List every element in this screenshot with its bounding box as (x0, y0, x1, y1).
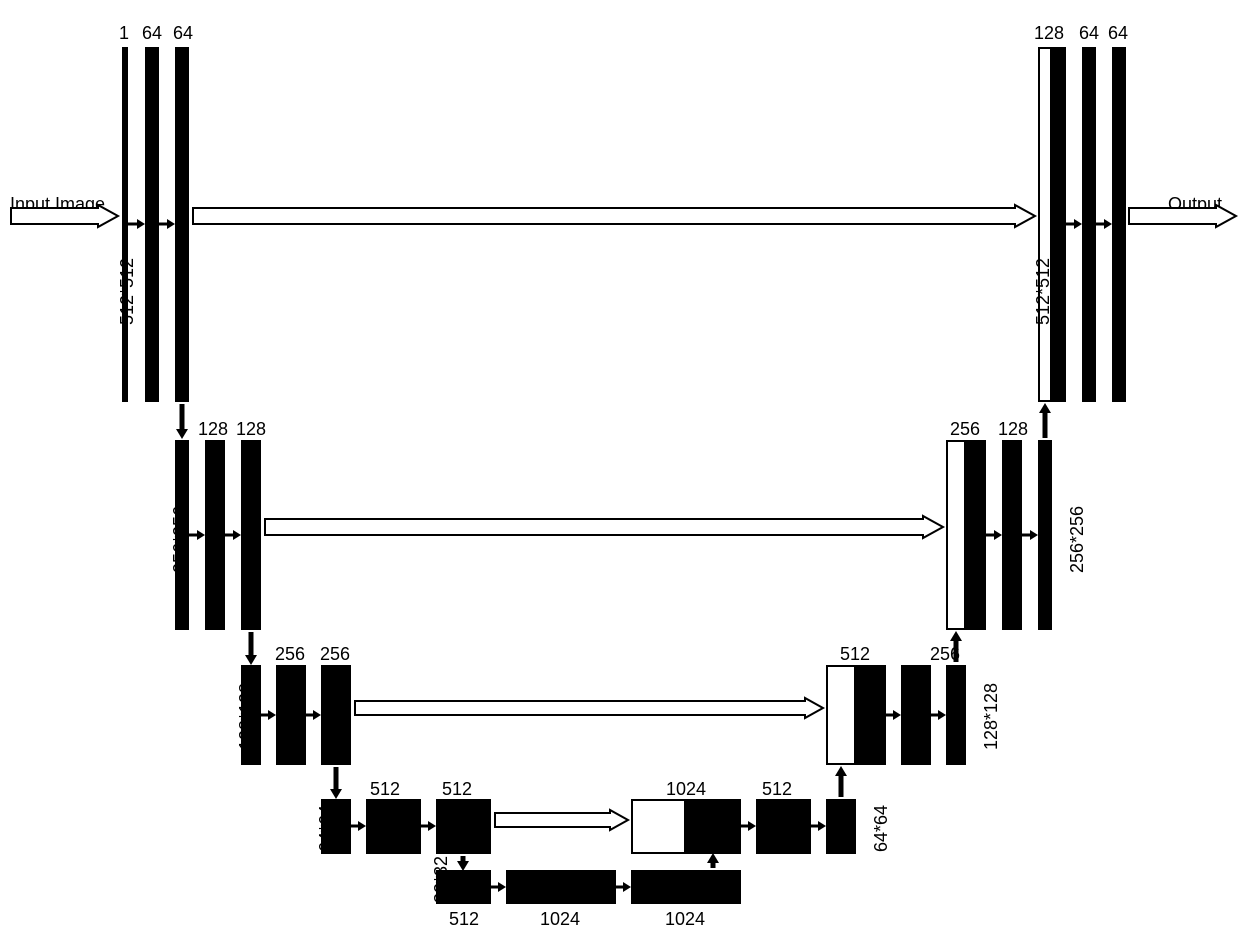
block-d2b0a (826, 665, 856, 765)
label-d3sp: 64*64 (872, 805, 890, 852)
label-d0c1: 64 (1079, 24, 1099, 42)
label-d0sp: 512*512 (1034, 258, 1052, 325)
block-d0b0a (1038, 47, 1052, 402)
label-e0sp: 512*512 (118, 258, 136, 325)
unet-diagram: Input ImageOutput16464512*5121286464512*… (0, 0, 1240, 933)
upsample-arrow-icon (1038, 403, 1052, 441)
label-b2c: 1024 (665, 910, 705, 928)
label-d3c1: 512 (762, 780, 792, 798)
label-e0c1: 64 (142, 24, 162, 42)
skip-arrow-icon (264, 517, 945, 553)
block-e3b1 (366, 799, 421, 854)
label-d0c2: 64 (1108, 24, 1128, 42)
upsample-arrow-icon (834, 766, 848, 800)
label-e1sp: 256*256 (171, 506, 189, 573)
block-e2b2 (321, 665, 351, 765)
block-b1 (506, 870, 616, 904)
block-d3b0b (686, 799, 741, 854)
upsample-arrow-icon (949, 631, 963, 665)
downsample-arrow-icon (175, 404, 189, 442)
label-e3sp: 64*64 (317, 805, 335, 852)
downsample-arrow-icon (244, 632, 258, 668)
conv-arrow-icon (128, 218, 149, 230)
label-e1c2: 128 (236, 420, 266, 438)
block-d3b0a (631, 799, 686, 854)
skip-arrow-icon (494, 811, 630, 843)
label-e2c1: 256 (275, 645, 305, 663)
label-d3c0: 1024 (666, 780, 706, 798)
conv-arrow-icon (1096, 218, 1116, 230)
label-e0c2: 64 (173, 24, 193, 42)
block-d3b1 (756, 799, 811, 854)
label-d0c0: 128 (1034, 24, 1064, 42)
conv-arrow-icon (491, 881, 510, 893)
label-e2c2: 256 (320, 645, 350, 663)
label-d1sp: 256*256 (1068, 506, 1086, 573)
conv-arrow-icon (261, 709, 280, 721)
conv-arrow-icon (986, 529, 1006, 541)
block-d2b0b (856, 665, 886, 765)
conv-arrow-icon (189, 529, 209, 541)
label-bsp: 32*32 (432, 856, 450, 903)
skip-arrow-icon (354, 699, 825, 731)
conv-arrow-icon (225, 529, 245, 541)
label-e3c2: 512 (442, 780, 472, 798)
block-b2 (631, 870, 741, 904)
conv-arrow-icon (306, 709, 325, 721)
skip-arrow-icon (1128, 206, 1238, 242)
label-b1c: 1024 (540, 910, 580, 928)
block-e2b1 (276, 665, 306, 765)
conv-arrow-icon (421, 820, 440, 832)
block-e3b2 (436, 799, 491, 854)
label-d1c1: 128 (998, 420, 1028, 438)
conv-arrow-icon (741, 820, 760, 832)
label-d2sp: 128*128 (982, 683, 1000, 750)
upsample-arrow-icon (706, 853, 720, 871)
conv-arrow-icon (1066, 218, 1086, 230)
label-d2c0: 512 (840, 645, 870, 663)
label-d1c0: 256 (950, 420, 980, 438)
block-d3b2 (826, 799, 856, 854)
conv-arrow-icon (351, 820, 370, 832)
label-e2sp: 128*128 (237, 683, 255, 750)
downsample-arrow-icon (329, 767, 343, 802)
conv-arrow-icon (1022, 529, 1042, 541)
label-b0c: 512 (449, 910, 479, 928)
conv-arrow-icon (811, 820, 830, 832)
block-d2b1 (901, 665, 931, 765)
label-e1c1: 128 (198, 420, 228, 438)
conv-arrow-icon (931, 709, 950, 721)
label-e3c1: 512 (370, 780, 400, 798)
label-e0c0: 1 (119, 24, 129, 42)
conv-arrow-icon (616, 881, 635, 893)
block-d0b0b (1052, 47, 1066, 402)
skip-arrow-icon (10, 206, 120, 242)
conv-arrow-icon (159, 218, 179, 230)
block-d1b0b (966, 440, 986, 630)
skip-arrow-icon (192, 206, 1037, 242)
conv-arrow-icon (886, 709, 905, 721)
block-d1b0a (946, 440, 966, 630)
downsample-arrow-icon (456, 856, 470, 874)
